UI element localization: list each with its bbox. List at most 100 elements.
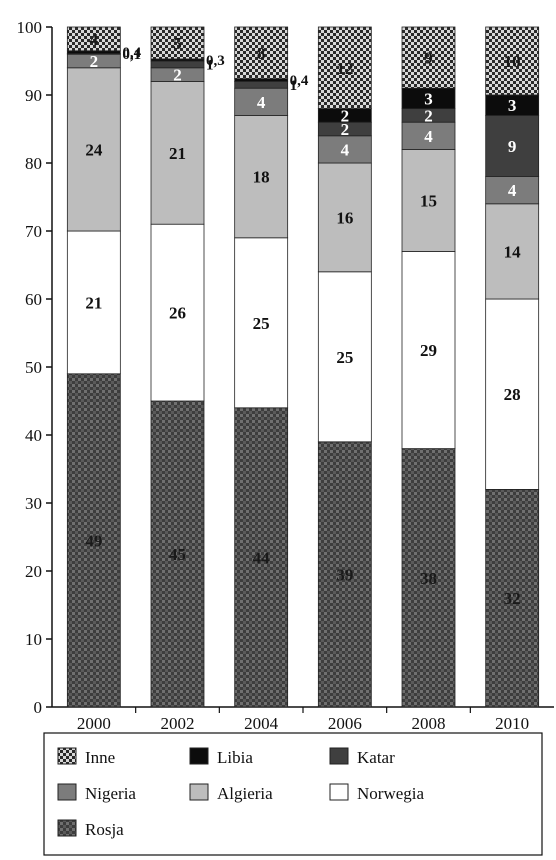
bar-segment-inne-2000 <box>66 26 121 52</box>
x-tick-label-2000: 2000 <box>77 714 111 733</box>
data-label-nigeria-2004: 4 <box>257 93 266 112</box>
bar-segment-rosja-2008 <box>401 448 456 708</box>
data-label-rosja-2002: 45 <box>169 545 186 564</box>
bar-segment-algieria-2010 <box>485 203 540 300</box>
data-label-algieria-2006: 16 <box>336 208 353 227</box>
bar-segment-inne-2002 <box>150 26 205 60</box>
data-label-rosja-2010: 32 <box>504 589 521 608</box>
bars-layer <box>66 26 540 708</box>
data-label-katar-2004: 1 <box>290 78 298 94</box>
y-tick-label: 30 <box>25 494 42 513</box>
legend-swatch-rosja <box>57 819 77 837</box>
data-label-norwegia-2006: 25 <box>336 348 353 367</box>
bar-segment-libia-2004 <box>234 78 289 82</box>
x-tick-label-2004: 2004 <box>244 714 279 733</box>
data-label-rosja-2000: 49 <box>85 531 102 550</box>
x-tick-label-2006: 2006 <box>328 714 362 733</box>
legend-swatch-katar <box>329 747 349 765</box>
y-tick-label: 70 <box>25 222 42 241</box>
y-tick-label: 10 <box>25 630 42 649</box>
legend-label-libia: Libia <box>217 748 253 767</box>
data-label-algieria-2004: 18 <box>253 168 270 187</box>
legend: Inne Libia Katar Nigeria Algieria Norwegia Ros… <box>43 732 543 856</box>
data-label-libia-2010: 3 <box>508 96 517 115</box>
data-label-norwegia-2002: 26 <box>169 304 186 323</box>
y-tick-label: 80 <box>25 154 42 173</box>
data-label-libia-2006: 2 <box>341 106 350 125</box>
data-label-katar-2000: 0,1 <box>122 47 141 63</box>
data-label-inne-2010: 10 <box>504 52 521 71</box>
legend-label-norwegia: Norwegia <box>357 784 424 803</box>
data-label-inne-2006: 12 <box>336 59 353 78</box>
bar-segment-inne-2008 <box>401 26 456 89</box>
bar-segment-nigeria-2004 <box>234 87 289 116</box>
bar-segment-algieria-2006 <box>317 162 372 273</box>
bar-segment-algieria-2000 <box>66 67 121 232</box>
bar-segment-rosja-2006 <box>317 441 372 708</box>
legend-label-nigeria: Nigeria <box>85 784 136 803</box>
data-label-inne-2008: 9 <box>424 49 433 68</box>
data-label-rosja-2008: 38 <box>420 569 437 588</box>
legend-swatch-nigeria <box>57 783 77 801</box>
bar-segment-katar-2004 <box>234 81 289 89</box>
data-label-algieria-2000: 24 <box>85 140 103 159</box>
bar-segment-inne-2010 <box>485 26 540 96</box>
data-label-norwegia-2000: 21 <box>85 293 102 312</box>
data-label-katar-2006: 2 <box>341 120 350 139</box>
data-label-katar-2008: 2 <box>424 106 433 125</box>
legend-box <box>43 732 543 856</box>
y-tick-label: 20 <box>25 562 42 581</box>
data-label-katar-2002: 1 <box>206 57 214 73</box>
x-tick-label-2010: 2010 <box>495 714 529 733</box>
data-label-inne-2002: 5 <box>173 34 182 53</box>
bar-segment-rosja-2000 <box>66 373 121 708</box>
legend-swatch-norwegia <box>329 783 349 801</box>
x-tick-label-2002: 2002 <box>161 714 195 733</box>
bar-segment-norwegia-2004 <box>234 237 289 409</box>
data-label-norwegia-2004: 25 <box>253 314 270 333</box>
bar-segment-nigeria-2006 <box>317 135 372 164</box>
y-tick-label: 50 <box>25 358 42 377</box>
y-tick-label: 90 <box>25 86 42 105</box>
data-label-algieria-2010: 14 <box>504 242 522 261</box>
legend-swatch-libia <box>189 747 209 765</box>
data-label-libia-2002: 0,3 <box>206 53 225 69</box>
y-tick-label: 60 <box>25 290 42 309</box>
bar-segment-norwegia-2010 <box>485 298 540 490</box>
y-tick-label: 100 <box>17 18 43 37</box>
data-label-nigeria-2008: 4 <box>424 127 433 146</box>
legend-swatch-inne <box>57 747 77 765</box>
bar-segment-algieria-2008 <box>401 148 456 252</box>
legend-label-algieria: Algieria <box>217 784 273 803</box>
data-label-nigeria-2006: 4 <box>341 140 350 159</box>
data-label-inne-2000: 4 <box>90 30 99 49</box>
data-label-inne-2004: 8 <box>257 44 266 63</box>
bar-segment-rosja-2010 <box>485 488 540 708</box>
data-label-rosja-2006: 39 <box>336 565 353 584</box>
bar-segment-algieria-2002 <box>150 81 205 225</box>
data-label-libia-2000: 0,4 <box>122 45 141 61</box>
legend-swatch-algieria <box>189 783 209 801</box>
bar-segment-nigeria-2008 <box>401 121 456 150</box>
bar-segment-algieria-2004 <box>234 115 289 239</box>
data-label-norwegia-2010: 28 <box>504 385 521 404</box>
bar-segment-nigeria-2010 <box>485 176 540 205</box>
data-label-algieria-2002: 21 <box>169 144 186 163</box>
data-label-libia-2008: 3 <box>424 89 433 108</box>
legend-label-rosja: Rosja <box>85 820 124 839</box>
bar-segment-inne-2006 <box>317 26 372 109</box>
legend-label-inne: Inne <box>85 748 115 767</box>
data-label-norwegia-2008: 29 <box>420 341 437 360</box>
bar-segment-katar-2010 <box>485 115 540 178</box>
bar-segment-norwegia-2006 <box>317 271 372 443</box>
x-tick-label-2008: 2008 <box>412 714 446 733</box>
data-label-libia-2004: 0,4 <box>290 73 309 89</box>
bar-segment-norwegia-2002 <box>150 223 205 402</box>
bar-segment-norwegia-2000 <box>66 230 121 375</box>
y-tick-label: 40 <box>25 426 42 445</box>
data-label-katar-2010: 9 <box>508 137 517 156</box>
